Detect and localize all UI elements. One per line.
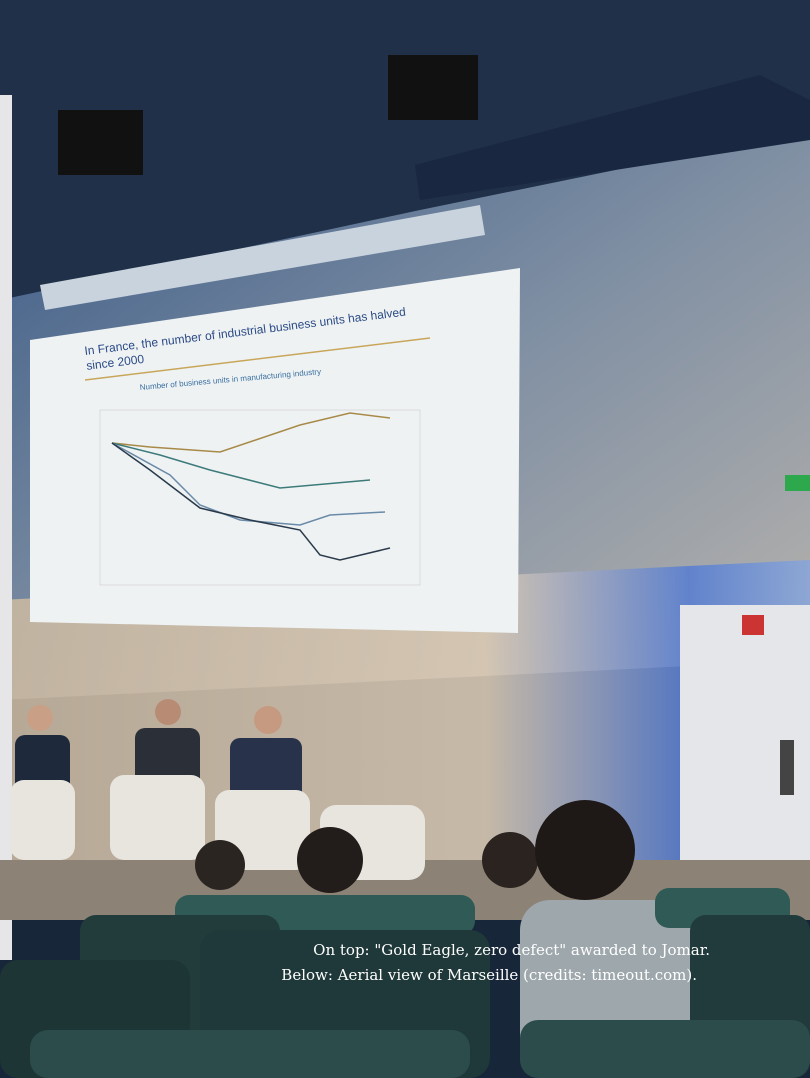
door-handle <box>780 740 794 795</box>
head <box>535 800 635 900</box>
chair <box>110 775 205 860</box>
caption-line: Below: Aerial view of Marseille (credits… <box>281 966 697 984</box>
seat <box>30 1030 470 1078</box>
caption-line: On top: "Gold Eagle, zero defect" awarde… <box>313 941 710 959</box>
head <box>482 832 538 888</box>
head <box>155 699 181 725</box>
head <box>27 705 53 731</box>
page: In France, the number of industrial busi… <box>0 0 810 1078</box>
fire-sign <box>742 615 764 635</box>
speaker <box>388 55 478 120</box>
exit-sign <box>785 475 810 491</box>
chair <box>10 780 75 860</box>
head <box>195 840 245 890</box>
seat <box>520 1020 810 1078</box>
speaker <box>58 110 143 175</box>
head <box>297 827 363 893</box>
head <box>254 706 282 734</box>
photo: In France, the number of industrial busi… <box>0 0 810 1078</box>
